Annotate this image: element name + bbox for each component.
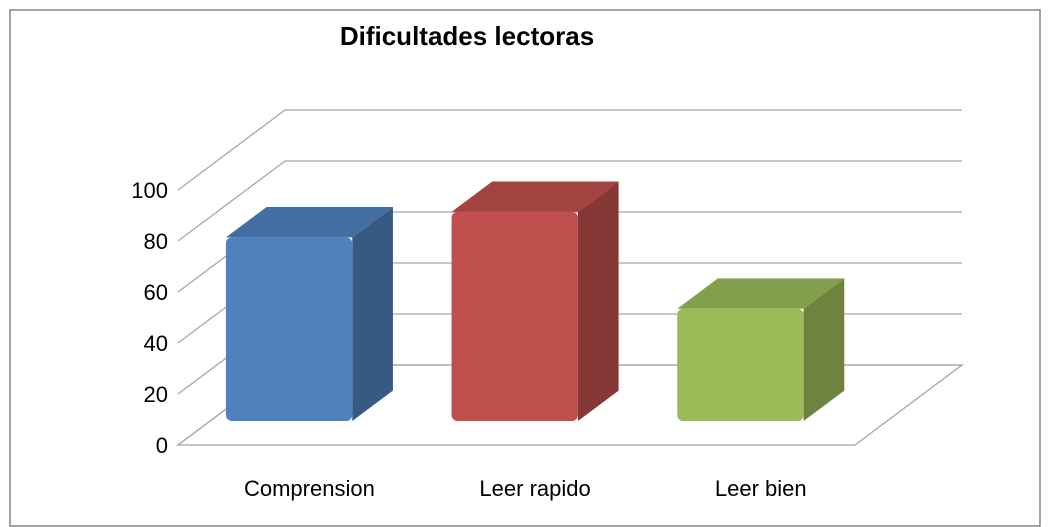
bar-side bbox=[352, 207, 393, 421]
bar-top bbox=[225, 207, 393, 238]
bar bbox=[677, 308, 804, 421]
x-tick-label: Comprension bbox=[244, 476, 375, 501]
bar bbox=[451, 211, 578, 421]
y-tick-label: 60 bbox=[144, 280, 168, 305]
bar-top bbox=[677, 278, 845, 309]
grid-line bbox=[177, 160, 962, 242]
grid-line bbox=[177, 109, 962, 191]
y-tick-label: 40 bbox=[144, 331, 168, 356]
bar-side bbox=[803, 278, 845, 421]
bar-side bbox=[577, 181, 619, 421]
y-tick-label: 0 bbox=[156, 433, 168, 458]
y-tick-label: 80 bbox=[144, 229, 168, 254]
y-tick-label: 20 bbox=[144, 382, 168, 407]
y-tick-label: 100 bbox=[131, 178, 168, 203]
bar-top bbox=[451, 181, 619, 212]
x-tick-label: Leer rapido bbox=[479, 476, 590, 501]
chart-title: Dificultades lectoras bbox=[340, 21, 594, 51]
bar bbox=[225, 237, 353, 421]
x-tick-label: Leer bien bbox=[715, 476, 807, 501]
